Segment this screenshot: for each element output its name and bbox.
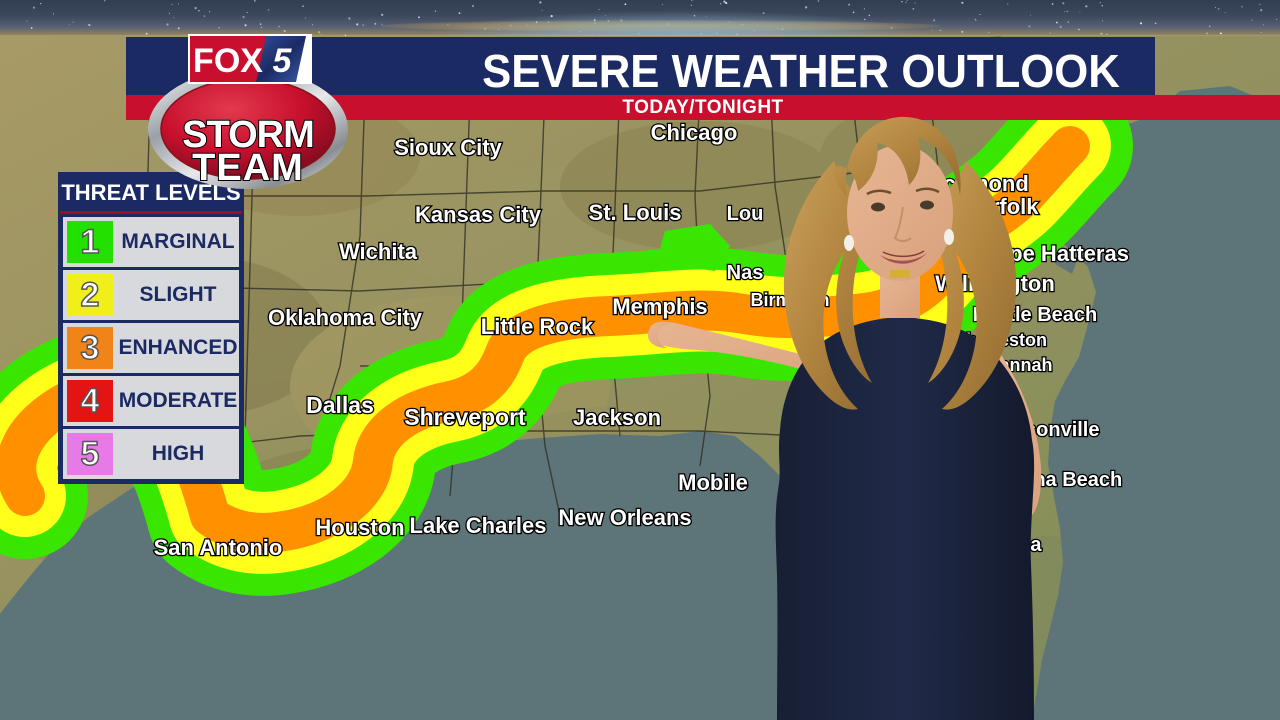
svg-text:TEAM: TEAM — [192, 147, 304, 189]
svg-text:FOX: FOX — [193, 42, 263, 80]
svg-text:5: 5 — [273, 42, 293, 80]
svg-text:Lake Charles: Lake Charles — [410, 513, 547, 538]
svg-text:Oklahoma City: Oklahoma City — [268, 305, 423, 330]
svg-text:Kansas City: Kansas City — [415, 202, 542, 227]
svg-text:Mobile: Mobile — [678, 470, 748, 495]
svg-text:New Orleans: New Orleans — [558, 505, 691, 530]
svg-text:St. Louis: St. Louis — [589, 200, 682, 225]
svg-text:Memphis: Memphis — [612, 294, 707, 319]
svg-text:Jackson: Jackson — [573, 405, 661, 430]
svg-text:Dallas: Dallas — [306, 392, 374, 418]
svg-text:Sioux City: Sioux City — [394, 135, 502, 160]
svg-text:Shreveport: Shreveport — [404, 404, 526, 430]
svg-text:San Antonio: San Antonio — [154, 535, 283, 560]
svg-text:Little Rock: Little Rock — [481, 314, 594, 339]
svg-text:Houston: Houston — [315, 515, 404, 540]
svg-text:Chicago: Chicago — [651, 120, 738, 145]
svg-text:Wichita: Wichita — [339, 239, 418, 264]
